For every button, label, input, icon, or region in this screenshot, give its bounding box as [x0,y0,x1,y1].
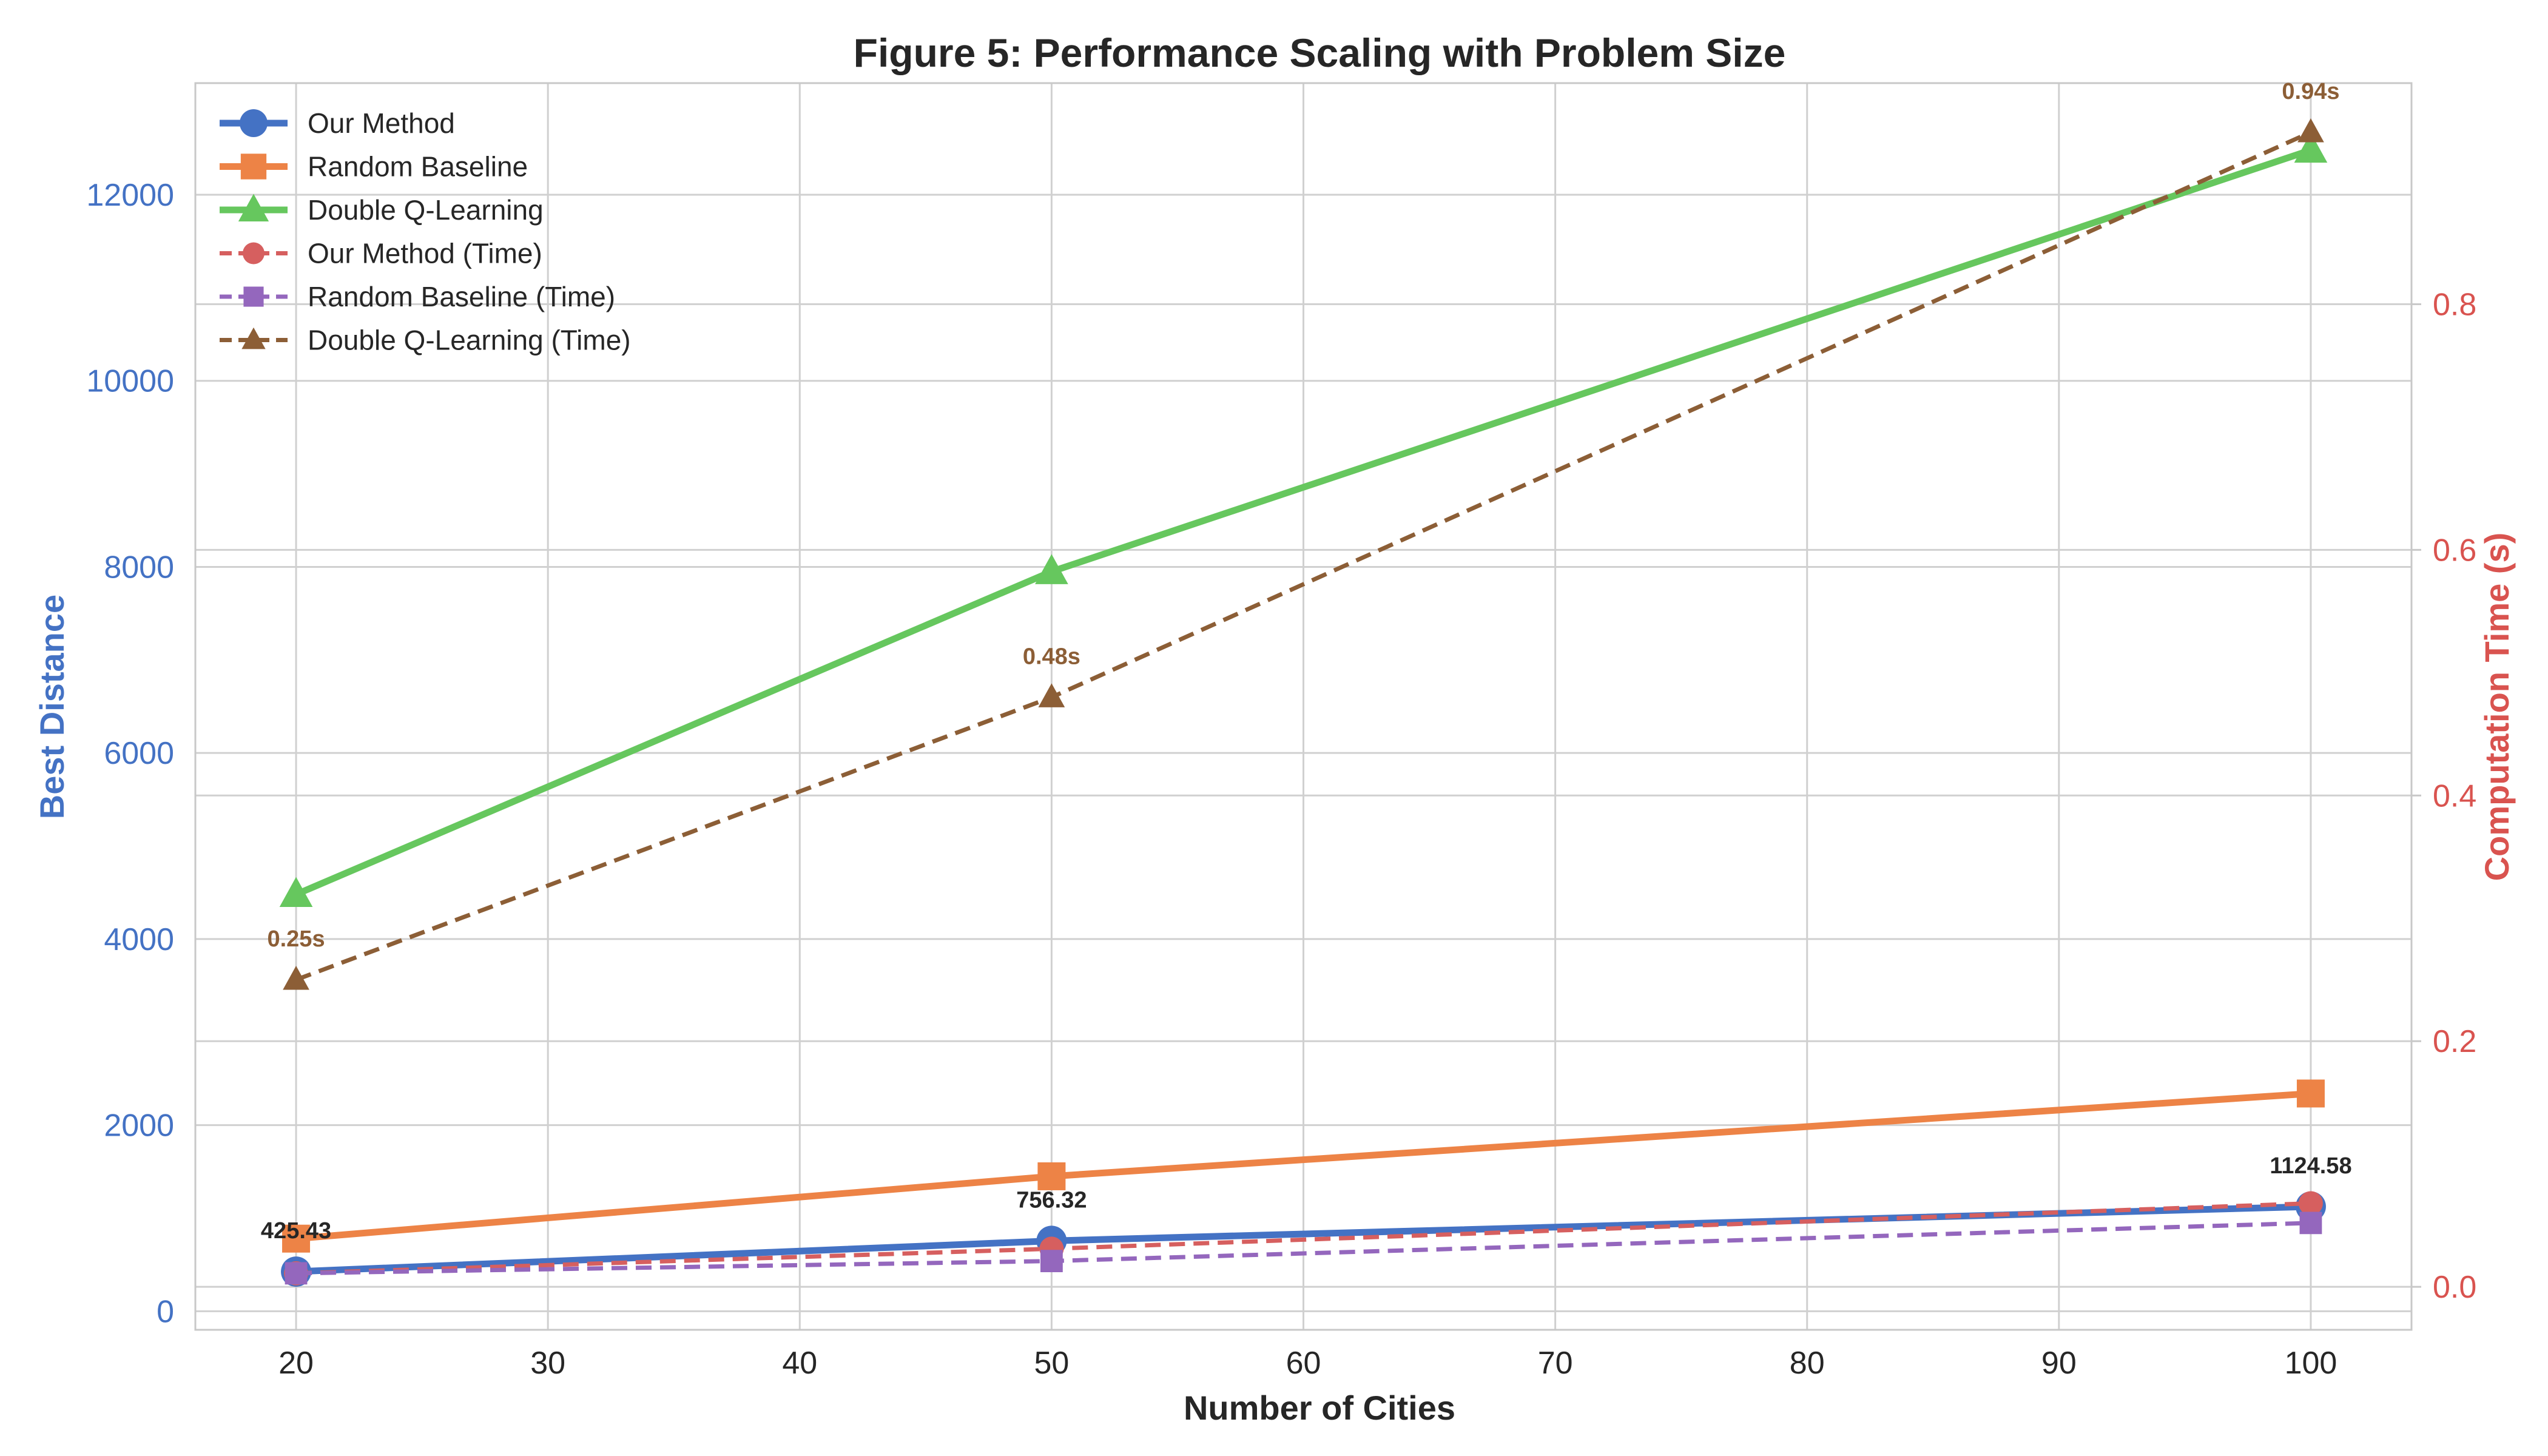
series-1 [282,1079,2325,1253]
legend-item: Random Baseline [220,151,528,183]
data-point [283,965,309,990]
legend-label: Double Q-Learning [308,194,544,226]
y-left-tick-labels: 0 2000 4000 6000 8000 10000 12000 [86,178,174,1329]
data-point [2299,1212,2322,1235]
series-5 [283,118,2324,990]
legend: Our Method Random Baseline Double Q-Learni… [220,107,631,356]
data-point [282,1224,311,1253]
data-annotation: 0.94s [2282,79,2339,104]
x-tick-label: 70 [1538,1346,1573,1381]
data-point [2296,1079,2325,1108]
data-point [1037,1162,1066,1190]
grid-x [295,83,2312,1330]
y-right-tick-label: 0.4 [2433,778,2476,814]
legend-marker [238,194,269,222]
x-tick-label: 50 [1034,1346,1069,1381]
y-right-tick-label: 0.6 [2433,533,2476,568]
data-point [2298,1191,2323,1216]
legend-item: Double Q-Learning (Time) [220,325,631,356]
x-tick-label: 30 [530,1346,565,1381]
legend-marker [240,109,268,137]
x-tick-label: 60 [1286,1346,1321,1381]
y-left-tick-label: 6000 [104,736,174,771]
y-left-tick-label: 12000 [86,178,174,213]
y-axis-label-right: Computation Time (s) [2478,533,2516,881]
legend-label: Double Q-Learning (Time) [308,325,631,356]
y-right-tick-labels: 0.0 0.2 0.4 0.6 0.8 [2433,287,2476,1305]
x-tick-label: 80 [1790,1346,1825,1381]
y-axis-label-left: Best Distance [33,595,71,819]
y-right-tick-label: 0.8 [2433,287,2476,322]
legend-marker [243,286,264,307]
legend-item: Random Baseline (Time) [220,281,615,312]
y-left-tick-label: 8000 [104,550,174,585]
legend-label: Random Baseline [308,151,528,183]
legend-item: Double Q-Learning [220,194,544,226]
y-right-tick-label: 0.2 [2433,1024,2476,1059]
x-tick-label: 90 [2041,1346,2077,1381]
legend-marker [240,153,267,180]
y-left-tick-label: 0 [157,1294,174,1329]
data-point [1035,554,1068,584]
x-tick-labels: 20 30 40 50 60 70 80 90 100 [278,1346,2337,1381]
x-tick-label: 100 [2285,1346,2337,1381]
series-4 [285,1212,2322,1285]
y-left-tick-label: 2000 [104,1108,174,1144]
series-layer [279,118,2328,1287]
annotation-layer: 425.43 756.32 1124.58 0.25s 0.48s 0.94s [261,79,2352,1244]
data-annotation: 0.25s [267,926,325,952]
legend-item: Our Method [220,107,455,139]
legend-label: Random Baseline (Time) [308,281,615,312]
y-left-tick-label: 10000 [86,364,174,399]
legend-marker [241,327,266,349]
data-annotation: 1124.58 [2270,1153,2351,1179]
data-point [285,1262,308,1285]
x-axis-label: Number of Cities [1184,1389,1455,1427]
plot-frame [194,82,2413,1331]
data-annotation: 0.48s [1023,644,1080,669]
y-left-tick-label: 4000 [104,922,174,957]
series-2 [279,132,2328,907]
x-tick-label: 40 [782,1346,817,1381]
data-point [2297,118,2324,143]
data-point [2294,132,2328,163]
data-point [1038,683,1065,707]
x-tick-label: 20 [278,1346,314,1381]
data-point [279,877,313,907]
data-point [1040,1250,1063,1273]
legend-item: Our Method (Time) [220,238,542,269]
legend-label: Our Method (Time) [308,238,542,269]
y-right-tick-label: 0.0 [2433,1270,2476,1305]
legend-label: Our Method [308,107,455,139]
legend-marker [243,242,265,265]
data-annotation: 425.43 [261,1218,331,1244]
data-annotation: 756.32 [1016,1187,1087,1213]
chart-title: Figure 5: Performance Scaling with Probl… [854,30,1786,75]
